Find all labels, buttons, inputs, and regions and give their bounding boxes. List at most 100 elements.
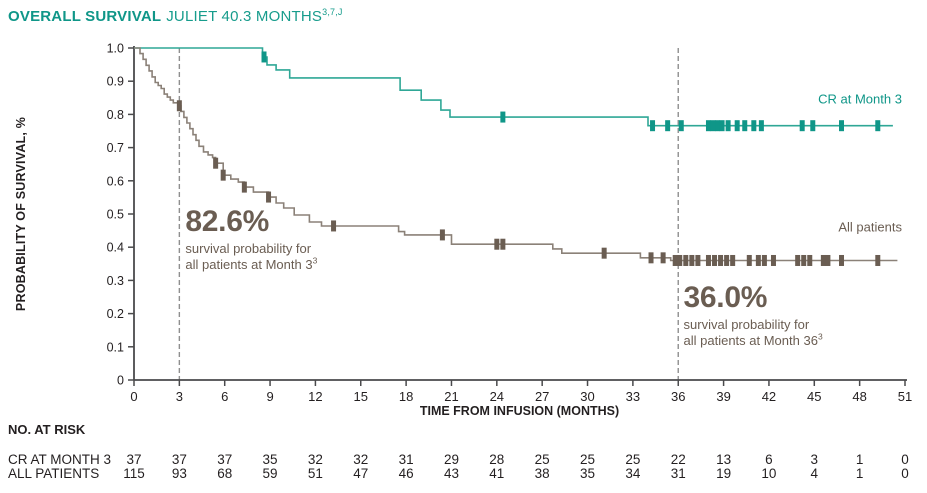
risk-count: 25 bbox=[625, 452, 641, 467]
risk-count: 68 bbox=[217, 466, 233, 481]
risk-row-label: CR AT MONTH 3 bbox=[8, 452, 112, 467]
series-label-cr-at-month-3: CR at Month 3 bbox=[818, 91, 902, 107]
censor-mark bbox=[266, 191, 272, 203]
censor-mark bbox=[439, 229, 445, 241]
risk-count: 38 bbox=[534, 466, 550, 481]
annotation-text-line-2: all patients at Month 363 bbox=[684, 331, 823, 349]
risk-count: 115 bbox=[123, 466, 145, 481]
censor-mark bbox=[705, 120, 711, 132]
chart-title-footnote-sup: 3,7,J bbox=[322, 7, 343, 17]
x-tick-label: 21 bbox=[444, 389, 458, 404]
y-tick-label: 0 bbox=[117, 374, 124, 388]
censor-mark bbox=[650, 120, 656, 132]
risk-count: 43 bbox=[443, 466, 459, 481]
censor-mark bbox=[705, 254, 711, 266]
annotation-text-line-1: survival probability for bbox=[683, 317, 810, 333]
censor-mark bbox=[672, 254, 678, 266]
x-tick-label: 30 bbox=[580, 389, 594, 404]
censor-mark bbox=[710, 120, 716, 132]
censor-mark bbox=[683, 254, 689, 266]
risk-table-row-cr: CR AT MONTH 3 37 37 37 35 32 32 31 29 28 25 25 25 22… bbox=[0, 452, 927, 467]
annotation-footnote-sup: 3 bbox=[312, 255, 318, 266]
x-axis-title: TIME FROM INFUSION (MONTHS) bbox=[419, 404, 620, 418]
risk-count: 37 bbox=[126, 452, 142, 467]
censor-mark bbox=[724, 254, 730, 266]
censor-mark bbox=[677, 254, 683, 266]
annotation-text-line-1: survival probability for bbox=[185, 241, 312, 257]
risk-count: 0 bbox=[901, 466, 909, 481]
censor-mark bbox=[695, 254, 701, 266]
risk-row-label: ALL PATIENTS bbox=[8, 466, 100, 481]
x-tick-label: 36 bbox=[671, 389, 685, 404]
x-tick-label: 18 bbox=[399, 389, 413, 404]
risk-count: 46 bbox=[398, 466, 414, 481]
censor-mark bbox=[801, 254, 807, 266]
censor-mark bbox=[715, 120, 721, 132]
y-tick-label: 0.6 bbox=[107, 174, 124, 188]
x-tick-label: 12 bbox=[308, 389, 322, 404]
x-tick-label: 39 bbox=[716, 389, 730, 404]
censor-mark bbox=[719, 120, 725, 132]
risk-count: 10 bbox=[761, 466, 777, 481]
censor-mark bbox=[875, 254, 881, 266]
risk-count: 35 bbox=[262, 452, 278, 467]
x-tick-label: 45 bbox=[807, 389, 821, 404]
y-tick-label: 0.4 bbox=[107, 241, 124, 255]
censor-mark bbox=[494, 238, 500, 250]
censor-mark bbox=[746, 254, 752, 266]
x-tick-label: 6 bbox=[221, 389, 228, 404]
chart-title-bold: OVERALL SURVIVAL bbox=[8, 8, 162, 25]
x-tick-label: 51 bbox=[898, 389, 912, 404]
risk-count: 41 bbox=[489, 466, 505, 481]
censor-mark bbox=[665, 120, 671, 132]
censor-mark bbox=[751, 120, 757, 132]
censor-mark bbox=[712, 254, 718, 266]
x-tick-label: 9 bbox=[266, 389, 273, 404]
censor-mark bbox=[755, 254, 761, 266]
risk-count: 22 bbox=[670, 452, 686, 467]
censor-mark bbox=[761, 254, 767, 266]
annotation-footnote-sup: 3 bbox=[817, 331, 823, 342]
risk-count: 0 bbox=[901, 452, 909, 467]
risk-count: 28 bbox=[489, 452, 505, 467]
risk-count: 37 bbox=[171, 452, 187, 467]
censor-mark bbox=[807, 254, 813, 266]
y-tick-label: 0.8 bbox=[107, 108, 124, 122]
risk-table-row-all: ALL PATIENTS 115 93 68 59 51 47 46 43 41 38 35 34 31… bbox=[0, 466, 927, 481]
censor-mark bbox=[261, 51, 267, 63]
x-tick-label: 33 bbox=[626, 389, 640, 404]
risk-count: 6 bbox=[765, 452, 773, 467]
risk-count: 31 bbox=[398, 452, 414, 467]
risk-count: 1 bbox=[855, 466, 864, 481]
censor-mark bbox=[689, 254, 695, 266]
censor-mark bbox=[725, 120, 731, 132]
x-tick-label: 3 bbox=[176, 389, 183, 404]
risk-count: 25 bbox=[580, 452, 596, 467]
censor-mark bbox=[213, 157, 219, 169]
x-tick-label: 48 bbox=[852, 389, 866, 404]
risk-count: 93 bbox=[171, 466, 187, 481]
censor-mark bbox=[730, 254, 736, 266]
censor-mark bbox=[810, 120, 816, 132]
censor-mark bbox=[758, 120, 764, 132]
censor-mark bbox=[734, 120, 740, 132]
y-tick-label: 0.9 bbox=[107, 75, 124, 89]
risk-count: 35 bbox=[580, 466, 596, 481]
y-tick-label: 0.3 bbox=[107, 274, 124, 288]
risk-count: 32 bbox=[307, 452, 323, 467]
annotation-text-line-2: all patients at Month 33 bbox=[185, 255, 318, 273]
risk-count: 47 bbox=[353, 466, 369, 481]
risk-count: 31 bbox=[670, 466, 686, 481]
censor-mark bbox=[601, 247, 607, 259]
y-tick-label: 0.7 bbox=[107, 141, 124, 155]
censor-mark bbox=[331, 220, 337, 232]
censor-mark bbox=[839, 120, 845, 132]
x-tick-label: 42 bbox=[762, 389, 776, 404]
y-tick-label: 0.2 bbox=[107, 307, 124, 321]
risk-count: 37 bbox=[217, 452, 233, 467]
risk-count: 19 bbox=[716, 466, 732, 481]
censor-mark bbox=[839, 254, 845, 266]
risk-count: 13 bbox=[716, 452, 732, 467]
censor-mark bbox=[220, 169, 226, 181]
